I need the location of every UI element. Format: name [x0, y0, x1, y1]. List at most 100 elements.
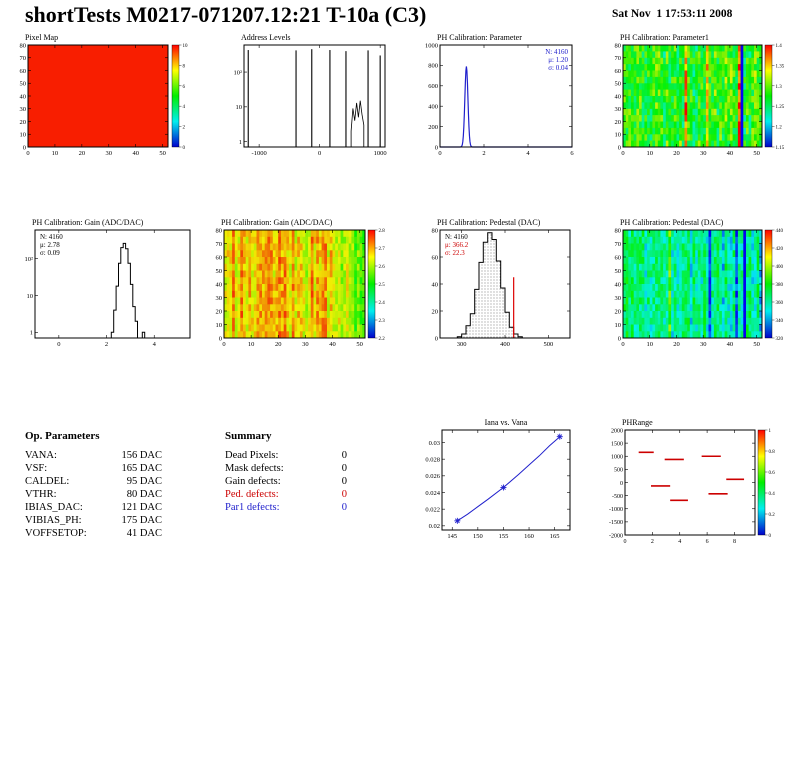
svg-text:σ: 0.09: σ: 0.09: [40, 249, 60, 257]
svg-text:150: 150: [473, 533, 483, 540]
svg-text:20: 20: [79, 150, 86, 157]
summary-row: Ped. defects: 0: [225, 488, 347, 501]
svg-text:600: 600: [428, 83, 438, 90]
svg-text:50: 50: [615, 81, 622, 88]
svg-text:6: 6: [183, 85, 186, 90]
svg-text:Pixel Map: Pixel Map: [25, 33, 58, 42]
svg-text:500: 500: [614, 468, 623, 474]
summary-value: 0: [341, 450, 347, 461]
svg-text:PH Calibration: Parameter: PH Calibration: Parameter: [437, 33, 522, 42]
summary-value: 0: [341, 502, 347, 513]
svg-text:0: 0: [23, 144, 26, 151]
svg-text:μ: 1.20: μ: 1.20: [548, 56, 568, 64]
svg-text:300: 300: [457, 341, 467, 348]
svg-text:70: 70: [20, 55, 27, 62]
op-parameter-row: VOFFSETOP: 41 DAC: [25, 527, 162, 540]
svg-text:0: 0: [435, 144, 438, 151]
svg-text:40: 40: [216, 281, 223, 288]
svg-text:10²: 10²: [234, 69, 243, 76]
summary-label: Dead Pixels:: [225, 450, 279, 461]
summary-label: Mask defects:: [225, 463, 284, 474]
svg-text:8: 8: [183, 64, 186, 69]
svg-text:PH Calibration: Parameter1: PH Calibration: Parameter1: [620, 33, 709, 42]
svg-text:1.25: 1.25: [776, 105, 785, 110]
svg-text:80: 80: [615, 227, 622, 234]
svg-text:360: 360: [776, 301, 784, 306]
svg-text:1.15: 1.15: [776, 146, 785, 151]
svg-text:10: 10: [216, 322, 223, 329]
svg-text:40: 40: [432, 281, 439, 288]
svg-text:0: 0: [769, 534, 772, 539]
svg-text:2.8: 2.8: [379, 229, 386, 234]
svg-text:2: 2: [105, 341, 108, 348]
svg-text:0.03: 0.03: [429, 440, 440, 447]
op-parameter-row: VANA: 156 DAC: [25, 449, 162, 462]
op-parameter-row: VSF: 165 DAC: [25, 462, 162, 475]
svg-text:20: 20: [20, 119, 27, 126]
svg-text:2.6: 2.6: [379, 265, 386, 270]
summary-value: 0: [341, 463, 347, 474]
svg-text:400: 400: [500, 341, 510, 348]
svg-text:0: 0: [620, 481, 623, 487]
svg-text:30: 30: [106, 150, 113, 157]
svg-text:40: 40: [727, 341, 734, 348]
op-parameter-label: CALDEL:: [25, 476, 70, 487]
svg-text:60: 60: [432, 254, 439, 261]
svg-text:4: 4: [153, 341, 157, 348]
summary-row: Dead Pixels: 0: [225, 449, 347, 462]
svg-text:0.4: 0.4: [769, 492, 776, 497]
svg-text:0.028: 0.028: [425, 456, 440, 463]
op-parameter-value: 95 DAC: [126, 476, 162, 487]
svg-text:1.4: 1.4: [776, 44, 783, 49]
gain-map-plot: 0 10 20 30 40 50 0 10 20 30 40 50 60 70 80 PH Calibrati…: [208, 216, 393, 361]
svg-text:440: 440: [776, 229, 784, 234]
svg-text:Address Levels: Address Levels: [241, 33, 291, 42]
pedestal-histogram-plot: 300 400 500 0 20 40 60 80 PH Calibration: Pedest…: [415, 216, 600, 361]
op-parameter-label: IBIAS_DAC:: [25, 502, 83, 513]
svg-text:145: 145: [447, 533, 457, 540]
op-parameter-label: VSF:: [25, 463, 48, 474]
summary-label: Par1 defects:: [225, 502, 280, 513]
svg-text:30: 30: [700, 341, 707, 348]
svg-text:10: 10: [615, 322, 622, 329]
svg-text:6: 6: [570, 150, 574, 157]
svg-text:6: 6: [706, 539, 709, 545]
iana-vs-vana-plot: 145 150 155 160 165 0.02 0.022 0.024 0.026 0.028 0…: [415, 410, 600, 555]
svg-text:60: 60: [216, 254, 223, 261]
summary-row: Gain defects: 0: [225, 475, 347, 488]
svg-text:4: 4: [526, 150, 530, 157]
svg-text:400: 400: [776, 265, 784, 270]
svg-text:2000: 2000: [611, 428, 623, 434]
summary-row: Par1 defects: 0: [225, 501, 347, 514]
svg-text:380: 380: [776, 283, 784, 288]
summary-label: Ped. defects:: [225, 489, 279, 500]
svg-text:0: 0: [26, 150, 29, 157]
svg-text:60: 60: [615, 254, 622, 261]
svg-text:N: 4160: N: 4160: [545, 48, 568, 56]
svg-text:1.35: 1.35: [776, 64, 785, 69]
op-parameter-value: 165 DAC: [121, 463, 162, 474]
svg-text:PH Calibration: Pedestal (DAC): PH Calibration: Pedestal (DAC): [620, 218, 724, 227]
svg-text:70: 70: [615, 55, 622, 62]
svg-text:0: 0: [222, 341, 225, 348]
svg-text:340: 340: [776, 319, 784, 324]
svg-text:40: 40: [615, 93, 622, 100]
svg-text:30: 30: [700, 150, 707, 157]
op-parameter-value: 121 DAC: [121, 502, 162, 513]
svg-text:20: 20: [673, 341, 680, 348]
svg-text:4: 4: [183, 105, 186, 110]
svg-text:0: 0: [618, 335, 621, 342]
svg-text:0.022: 0.022: [425, 506, 440, 513]
svg-text:20: 20: [275, 341, 282, 348]
svg-text:50: 50: [356, 341, 363, 348]
svg-text:20: 20: [673, 150, 680, 157]
svg-text:20: 20: [615, 308, 622, 315]
op-parameter-row: CALDEL: 95 DAC: [25, 475, 162, 488]
svg-text:10: 10: [183, 44, 189, 49]
svg-text:40: 40: [132, 150, 139, 157]
op-parameter-label: VOFFSETOP:: [25, 528, 87, 539]
svg-text:30: 30: [615, 106, 622, 113]
svg-text:10: 10: [248, 341, 255, 348]
svg-text:10: 10: [20, 132, 27, 139]
